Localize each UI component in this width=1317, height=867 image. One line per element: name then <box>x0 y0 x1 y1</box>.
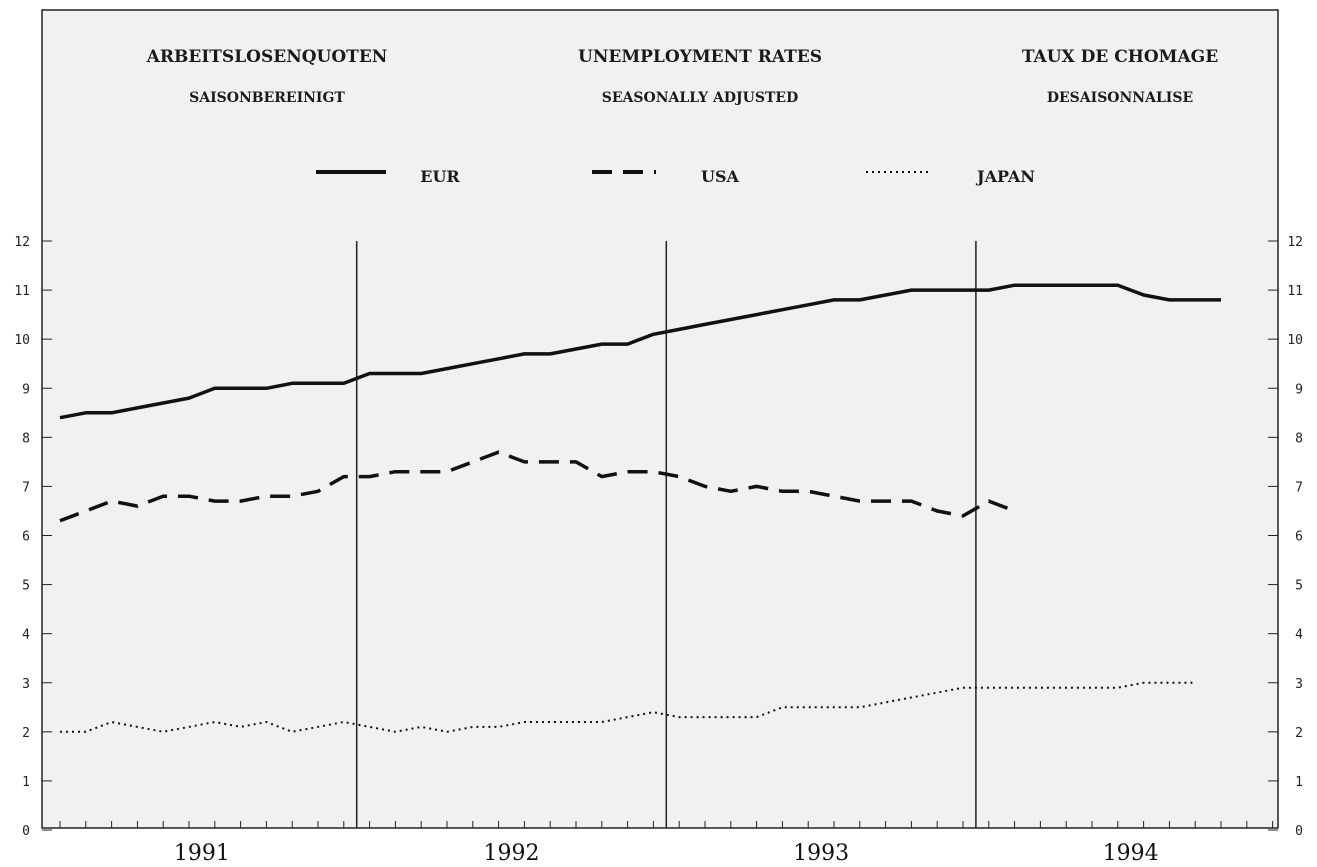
chart-frame <box>41 9 1279 829</box>
legend-japan-label: JAPAN <box>975 167 1035 186</box>
heading-fr: TAUX DE CHOMAGE DESAISONNALISE <box>1022 47 1218 106</box>
x-year-label: 1994 <box>1103 841 1159 866</box>
y-tick-label-left: 10 <box>14 333 30 348</box>
heading-en: UNEMPLOYMENT RATES SEASONALLY ADJUSTED <box>578 47 822 106</box>
y-tick-label-left: 8 <box>22 431 30 446</box>
y-tick-label-left: 7 <box>22 480 30 495</box>
x-year-label: 1992 <box>484 841 540 866</box>
y-tick-label-right: 0 <box>1295 824 1303 839</box>
y-tick-label-right: 9 <box>1295 382 1303 397</box>
series-line-usa <box>59 450 1016 523</box>
y-tick-label-left: 0 <box>22 824 30 839</box>
legend-eur-label: EUR <box>420 167 460 186</box>
y-tick-label-right: 10 <box>1287 333 1303 348</box>
heading-de-title: ARBEITSLOSENQUOTEN <box>146 47 388 67</box>
y-tick-label-left: 6 <box>22 530 30 545</box>
y-tick-label-left: 12 <box>14 235 30 250</box>
series-line-japan <box>60 681 1196 733</box>
legend-usa-label: USA <box>701 167 740 186</box>
heading-en-title: UNEMPLOYMENT RATES <box>578 47 822 67</box>
y-tick-label-right: 7 <box>1295 480 1303 495</box>
y-tick-label-right: 6 <box>1295 530 1303 545</box>
y-tick-label-right: 11 <box>1287 284 1303 299</box>
heading-en-subtitle: SEASONALLY ADJUSTED <box>602 90 798 106</box>
y-tick-label-left: 5 <box>22 579 30 594</box>
y-tick-label-left: 4 <box>22 628 30 643</box>
y-tick-label-right: 1 <box>1295 775 1303 790</box>
y-tick-label-left: 1 <box>22 775 30 790</box>
heading-de: ARBEITSLOSENQUOTEN SAISONBEREINIGT <box>146 47 388 106</box>
y-tick-label-right: 8 <box>1295 431 1303 446</box>
series-line-eur <box>59 283 1221 420</box>
plot-area <box>59 283 1221 733</box>
x-year-label: 1993 <box>793 841 849 866</box>
y-tick-label-right: 5 <box>1295 579 1303 594</box>
heading-fr-title: TAUX DE CHOMAGE <box>1022 47 1218 67</box>
legend: EUR USA JAPAN <box>316 167 1035 186</box>
y-tick-label-right: 3 <box>1295 677 1303 692</box>
heading-fr-subtitle: DESAISONNALISE <box>1047 90 1193 106</box>
y-tick-label-left: 11 <box>14 284 30 299</box>
y-tick-label-right: 4 <box>1295 628 1303 643</box>
heading-de-subtitle: SAISONBEREINIGT <box>189 90 345 106</box>
y-tick-label-right: 12 <box>1287 235 1303 250</box>
y-tick-label-left: 9 <box>22 382 30 397</box>
y-tick-label-left: 2 <box>22 726 30 741</box>
y-tick-label-right: 2 <box>1295 726 1303 741</box>
y-tick-label-left: 3 <box>22 677 30 692</box>
x-year-label: 1991 <box>174 841 230 866</box>
